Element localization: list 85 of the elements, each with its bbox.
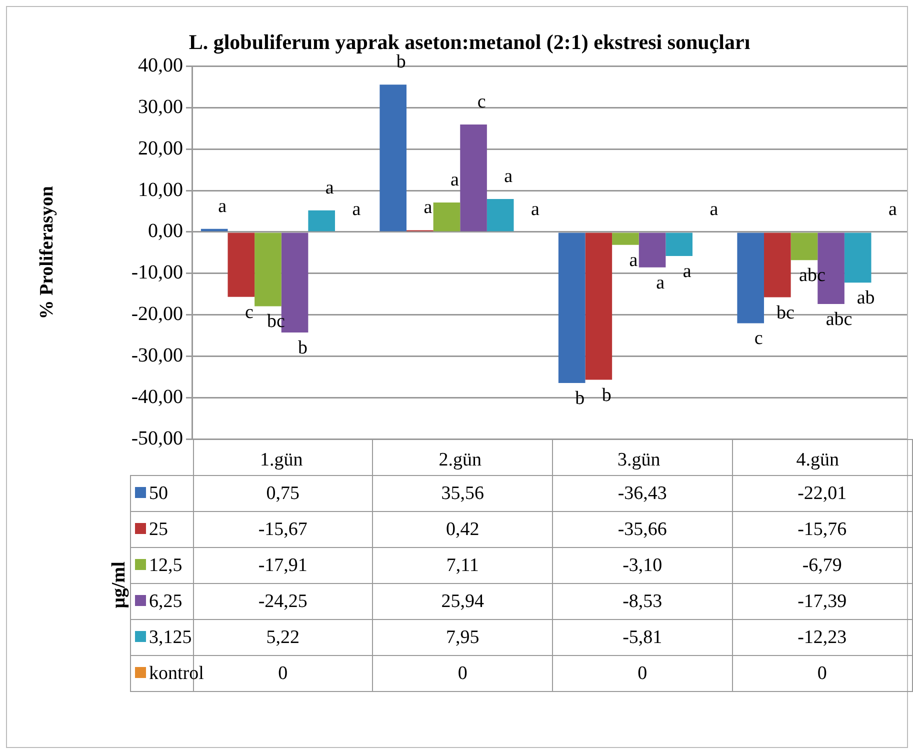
data-label: -36,43 bbox=[552, 476, 732, 512]
annotation: b bbox=[298, 337, 308, 358]
annotation: a bbox=[530, 198, 540, 220]
data-label: 5,22 bbox=[193, 620, 373, 656]
bar bbox=[666, 232, 692, 256]
bar bbox=[254, 232, 282, 306]
bar bbox=[612, 232, 639, 245]
y-axis-title: % Proliferasyon bbox=[36, 186, 58, 320]
data-label: -22,01 bbox=[732, 476, 912, 512]
legend-label: 50 bbox=[130, 476, 193, 512]
bar bbox=[638, 232, 666, 268]
data-label: 0 bbox=[552, 656, 732, 692]
data-label: 0,75 bbox=[193, 476, 373, 512]
y-tick-label: 10,00 bbox=[138, 178, 183, 201]
bar bbox=[790, 232, 818, 260]
bar bbox=[486, 199, 514, 232]
bar bbox=[228, 232, 255, 297]
y-tick-label: 0,00 bbox=[148, 220, 183, 242]
bar bbox=[844, 232, 872, 283]
x-tick-label: 2.gün bbox=[438, 450, 482, 471]
annotation: a bbox=[710, 198, 719, 220]
y-tick-label: -10,00 bbox=[131, 262, 183, 284]
legend-label: 12,5 bbox=[130, 548, 193, 584]
y-tick-label: -40,00 bbox=[131, 386, 183, 408]
annotation: bc bbox=[776, 302, 794, 324]
annotation: a bbox=[218, 196, 228, 217]
bar bbox=[433, 202, 460, 232]
data-label: -24,25 bbox=[193, 584, 373, 620]
bar bbox=[308, 210, 335, 232]
y-tick-label: -30,00 bbox=[131, 344, 183, 367]
annotation: a bbox=[629, 250, 638, 271]
data-label: 35,56 bbox=[372, 476, 552, 512]
bar bbox=[558, 232, 586, 383]
data-label: -8,53 bbox=[552, 584, 732, 620]
annotation: a bbox=[682, 261, 692, 282]
data-label: -3,10 bbox=[552, 548, 732, 584]
x-tick-label: 4.gün bbox=[796, 450, 840, 471]
data-label: -15,67 bbox=[193, 512, 373, 548]
x-tick-label: 1.gün bbox=[260, 450, 304, 471]
y-tick-label: -50,00 bbox=[131, 427, 183, 450]
annotation: b bbox=[575, 388, 585, 409]
data-label: 7,11 bbox=[372, 548, 552, 584]
annotation: c bbox=[754, 328, 763, 350]
y-tick-label: 40,00 bbox=[138, 54, 183, 76]
annotation: c bbox=[244, 302, 254, 323]
annotation: a bbox=[450, 169, 460, 190]
legend-title: µg/ml bbox=[108, 561, 130, 608]
data-label: 0 bbox=[372, 656, 552, 692]
data-label: -15,76 bbox=[732, 512, 912, 548]
bar bbox=[460, 124, 487, 232]
chart-title: L. globuliferum yaprak aseton:metanol (2:1) ekstresi sonuçları bbox=[188, 30, 750, 54]
annotation: b bbox=[396, 52, 406, 73]
annotation: a bbox=[424, 197, 433, 218]
legend-label: 6,25 bbox=[130, 584, 193, 620]
x-tick-label: 3.gün bbox=[618, 450, 661, 471]
data-label: -35,66 bbox=[552, 512, 732, 548]
bar bbox=[380, 84, 406, 232]
legend-label: kontrol bbox=[148, 662, 204, 686]
annotation: b bbox=[602, 384, 612, 406]
bar bbox=[585, 232, 612, 380]
annotation: a bbox=[325, 177, 334, 198]
legend-label: 25 bbox=[130, 512, 193, 548]
data-label: 0,42 bbox=[372, 512, 552, 548]
annotation: ab bbox=[856, 288, 875, 309]
annotation: a bbox=[656, 272, 666, 294]
y-tick-label: 30,00 bbox=[138, 96, 183, 118]
bar bbox=[764, 232, 791, 298]
annotation: c bbox=[477, 91, 486, 112]
data-label: -6,79 bbox=[732, 548, 912, 584]
data-label: -12,23 bbox=[732, 620, 912, 656]
data-label: 7,95 bbox=[372, 620, 552, 656]
data-label: -17,91 bbox=[193, 548, 373, 584]
data-label: 0 bbox=[278, 662, 288, 684]
annotation: a bbox=[504, 166, 514, 188]
y-tick-label: -20,00 bbox=[131, 303, 183, 326]
data-label: -5,81 bbox=[552, 620, 732, 656]
data-label: 25,94 bbox=[372, 584, 552, 620]
annotation: a bbox=[352, 198, 362, 220]
annotation: a bbox=[888, 198, 898, 220]
annotation: abc bbox=[826, 309, 852, 330]
bar bbox=[737, 232, 764, 324]
legend-label: 3,125 bbox=[130, 620, 193, 656]
data-label: 0 bbox=[732, 656, 912, 692]
data-label: -17,39 bbox=[732, 584, 912, 620]
y-tick-label: 20,00 bbox=[138, 137, 183, 160]
